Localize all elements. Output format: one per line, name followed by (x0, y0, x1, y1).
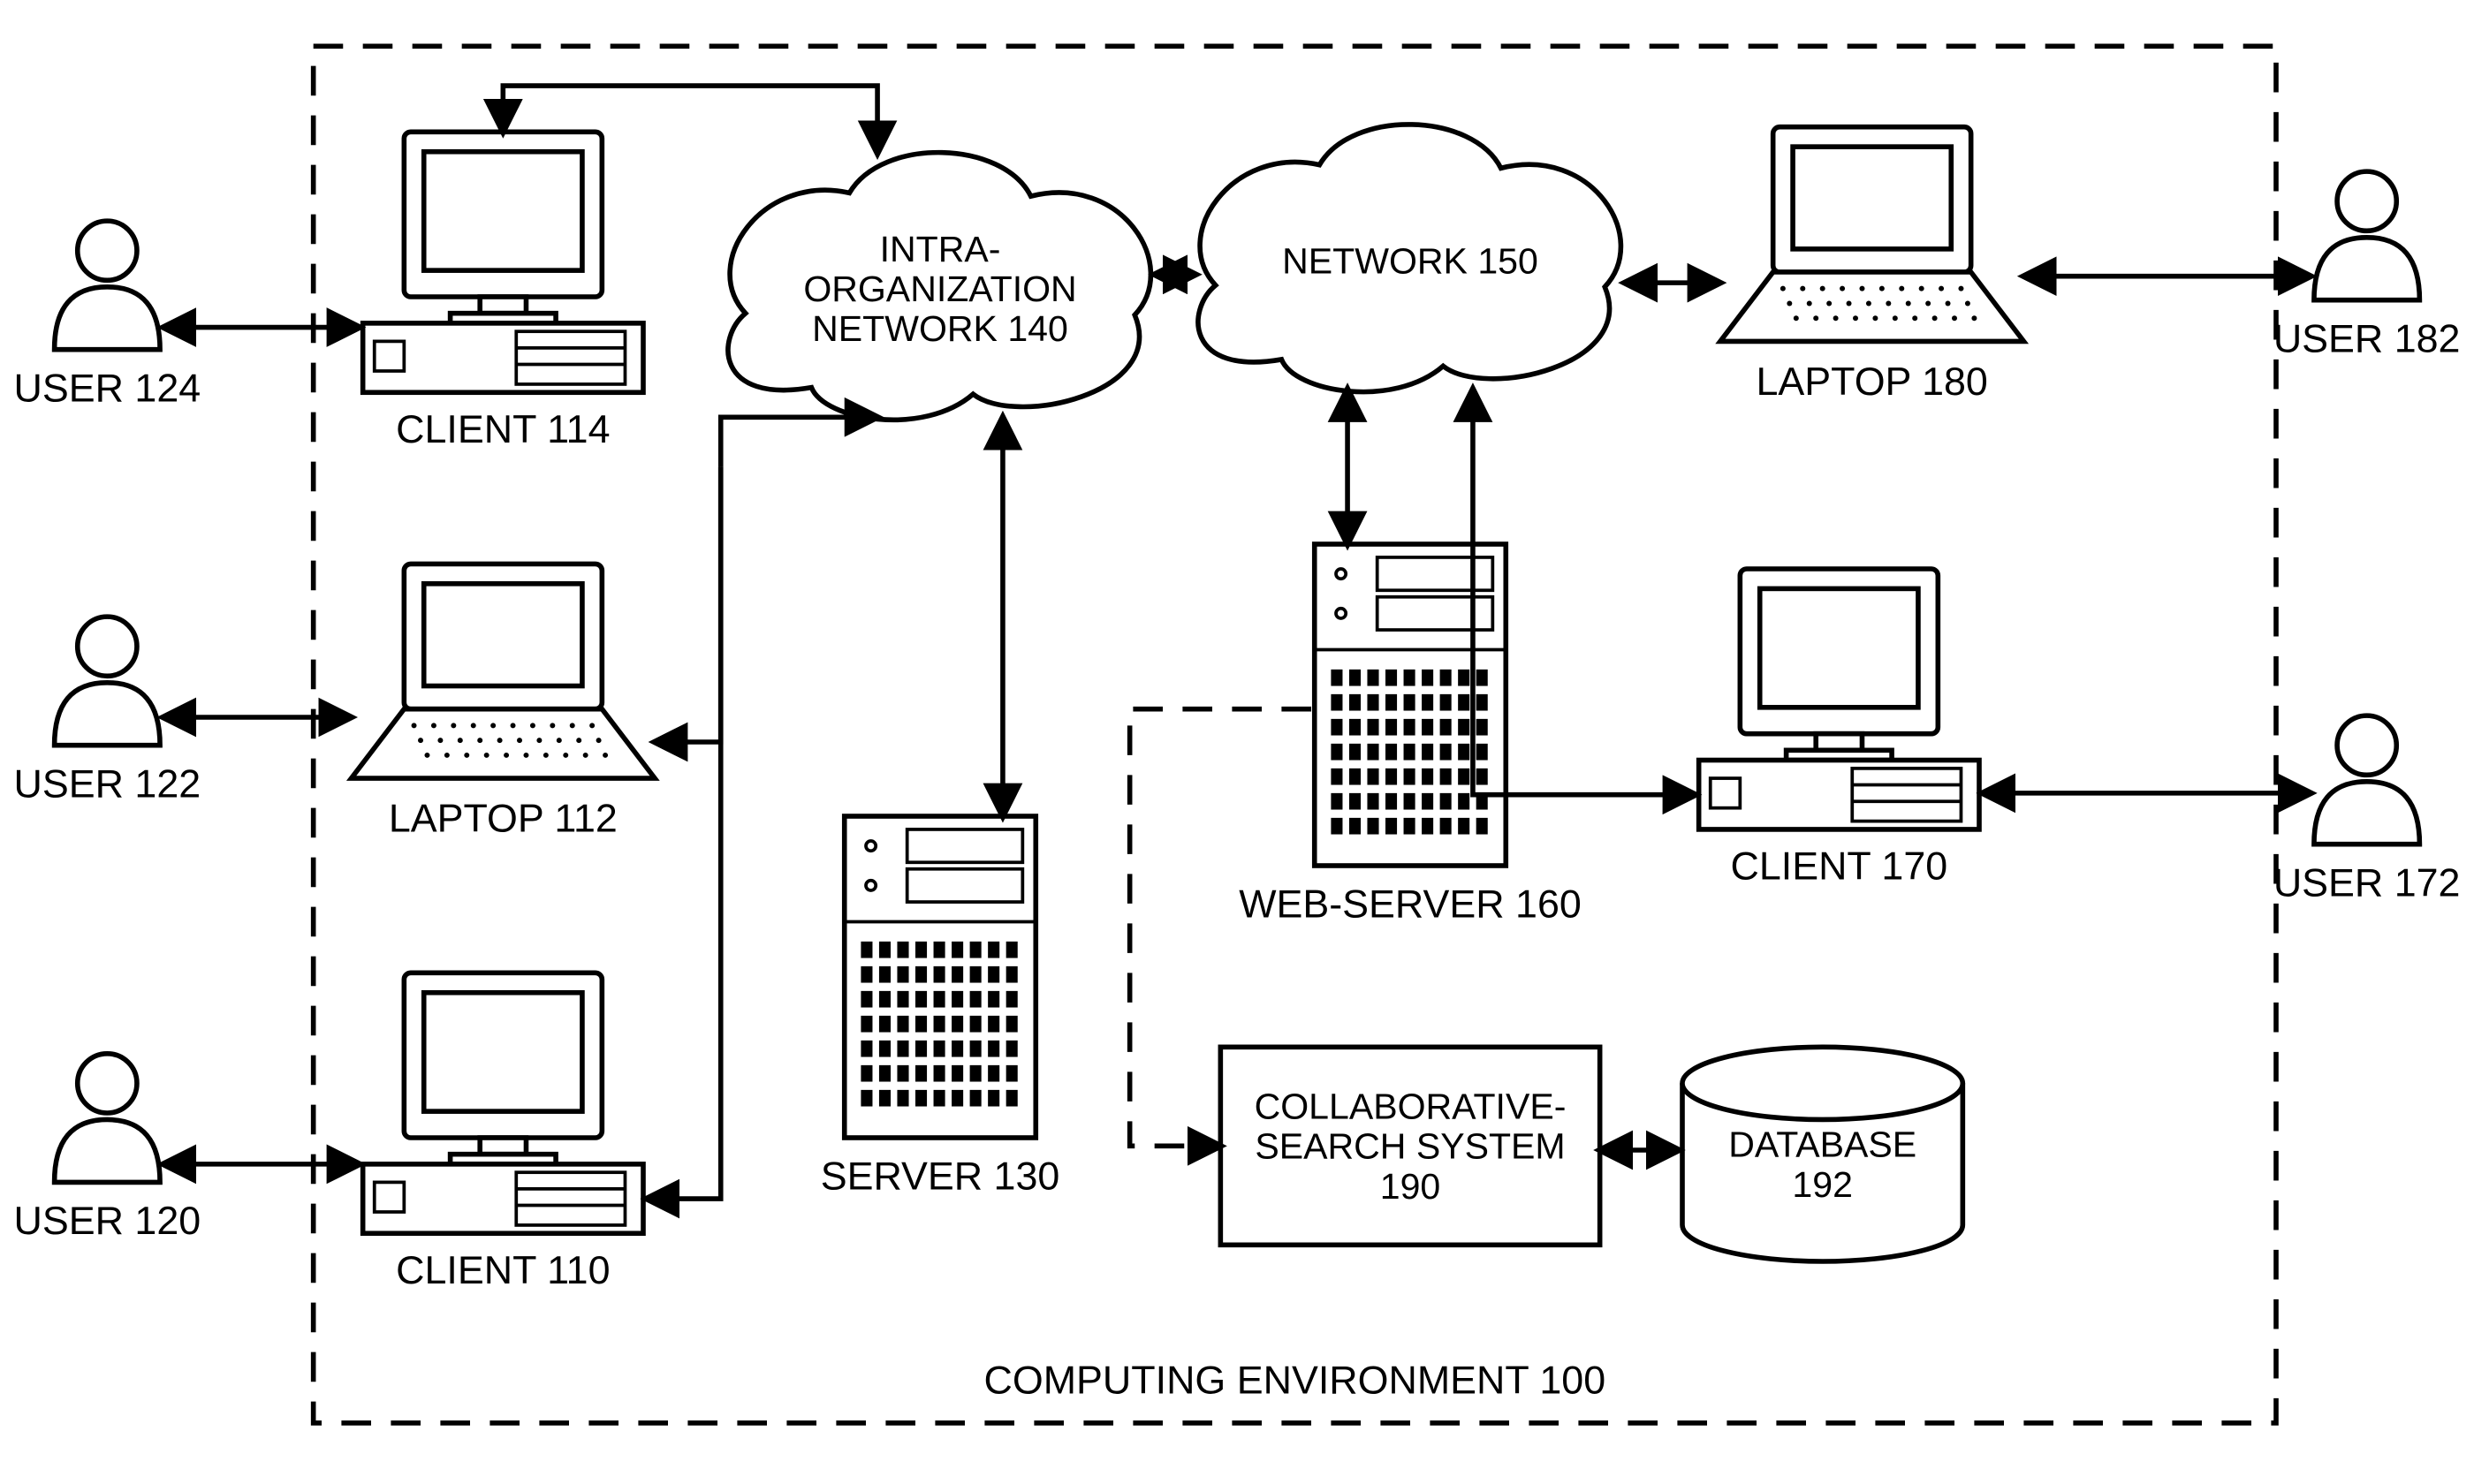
client170-label: CLIENT 170 (1730, 844, 1947, 889)
user120 (55, 1054, 160, 1183)
laptop112-label: LAPTOP 112 (389, 797, 618, 841)
server130-label: SERVER 130 (821, 1155, 1060, 1199)
edge-riser-cloud (721, 417, 877, 466)
client114-label: CLIENT 114 (396, 407, 610, 451)
webserver160-label: WEB-SERVER 160 (1239, 882, 1582, 927)
webserver160 (1315, 544, 1506, 866)
edge-l112-riser (655, 466, 721, 742)
user124 (55, 221, 160, 350)
client114 (363, 132, 643, 392)
edge-c110-riser (647, 466, 721, 1199)
laptop112 (352, 564, 655, 778)
client110 (363, 973, 643, 1233)
server130 (845, 816, 1036, 1138)
user122-label: USER 122 (14, 761, 201, 806)
user172-label: USER 172 (2273, 860, 2461, 905)
environment-title: COMPUTING ENVIRONMENT 100 (984, 1358, 1606, 1402)
network-diagram: COMPUTING ENVIRONMENT 100 USER 124 USER 12… (0, 0, 2474, 1484)
laptop180-label: LAPTOP 180 (1756, 360, 1987, 404)
client170 (1699, 569, 1979, 829)
user172 (2314, 716, 2419, 844)
user122 (55, 617, 160, 746)
user124-label: USER 124 (14, 366, 201, 410)
laptop180 (1720, 127, 2023, 342)
cloud150-label: NETWORK 150 (1282, 240, 1538, 281)
client110-label: CLIENT 110 (396, 1248, 610, 1292)
user182 (2314, 171, 2419, 300)
user120-label: USER 120 (14, 1199, 201, 1243)
user182-label: USER 182 (2273, 316, 2461, 360)
